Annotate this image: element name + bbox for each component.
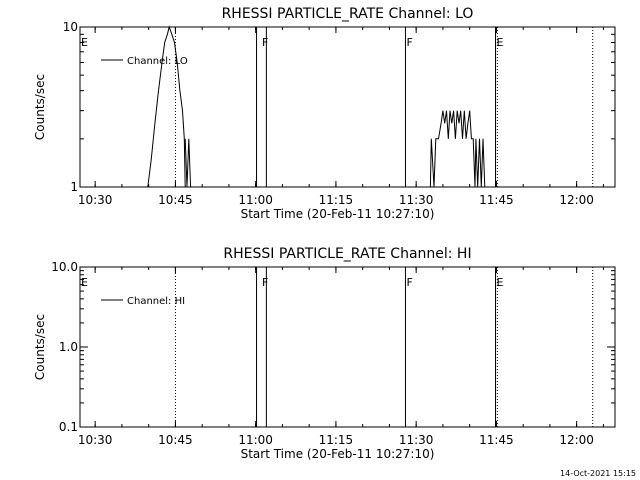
- chart-lo-xtick-label: 11:00: [238, 193, 273, 207]
- chart-lo-xtick-label: 10:45: [158, 193, 193, 207]
- chart-hi-annotation-f: F: [406, 276, 412, 289]
- chart-lo-series-line-1: [184, 138, 192, 188]
- chart-hi-annotation-f: F: [262, 276, 268, 289]
- chart-hi-ylabel: Counts/sec: [33, 314, 47, 380]
- chart-lo-ytick-label: 1: [70, 180, 78, 194]
- date-stamp: 14-Oct-2021 15:15: [560, 469, 636, 478]
- chart-hi-ytick-label: 10.0: [51, 260, 78, 274]
- chart-lo-annotation-e: E: [81, 36, 88, 49]
- chart-lo: RHESSI PARTICLE_RATE Channel: LO 10:30 10:…: [33, 6, 616, 221]
- chart-lo-title: RHESSI PARTICLE_RATE Channel: LO: [222, 6, 474, 22]
- chart-lo-xtick-label: 11:45: [479, 193, 514, 207]
- chart-hi-ytick-label: 0.1: [59, 420, 78, 434]
- chart-lo-xtick-label: 11:15: [319, 193, 354, 207]
- chart-lo-xtick-label: 11:30: [399, 193, 434, 207]
- chart-hi-annotation-e: E: [497, 276, 504, 289]
- chart-hi: RHESSI PARTICLE_RATE Channel: HI 10:30 10:…: [33, 246, 616, 461]
- chart-lo-legend-label: Channel: LO: [127, 56, 188, 67]
- chart-lo-xtick-label: 12:00: [559, 193, 594, 207]
- chart-lo-annotation-f: F: [406, 36, 412, 49]
- chart-lo-xlabel: Start Time (20-Feb-11 10:27:10): [241, 207, 435, 221]
- chart-lo-xtick-label: 10:30: [78, 193, 113, 207]
- chart-hi-plot-frame: [79, 266, 616, 428]
- chart-lo-series-line-0: [147, 25, 186, 188]
- chart-hi-xtick-label: 11:45: [479, 433, 514, 447]
- chart-hi-title: RHESSI PARTICLE_RATE Channel: HI: [223, 246, 471, 262]
- chart-lo-plot-frame: [79, 26, 616, 188]
- chart-hi-xlabel: Start Time (20-Feb-11 10:27:10): [241, 447, 435, 461]
- chart-lo-ytick-label: 10: [63, 20, 78, 34]
- chart-lo-ylabel: Counts/sec: [33, 74, 47, 140]
- chart-hi-ytick-label: 1.0: [59, 340, 78, 354]
- chart-hi-xtick-label: 12:00: [559, 433, 594, 447]
- chart-hi-xtick-label: 11:30: [399, 433, 434, 447]
- chart-hi-xtick-label: 10:30: [78, 433, 113, 447]
- chart-lo-annotation-f: F: [262, 36, 268, 49]
- chart-hi-annotation-e: E: [81, 276, 88, 289]
- chart-hi-xtick-label: 11:15: [319, 433, 354, 447]
- chart-lo-annotation-e: E: [497, 36, 504, 49]
- chart-hi-xtick-label: 10:45: [158, 433, 193, 447]
- chart-hi-xtick-label: 11:00: [238, 433, 273, 447]
- chart-lo-series-line-2: [429, 110, 487, 188]
- chart-hi-legend-label: Channel: HI: [127, 296, 185, 307]
